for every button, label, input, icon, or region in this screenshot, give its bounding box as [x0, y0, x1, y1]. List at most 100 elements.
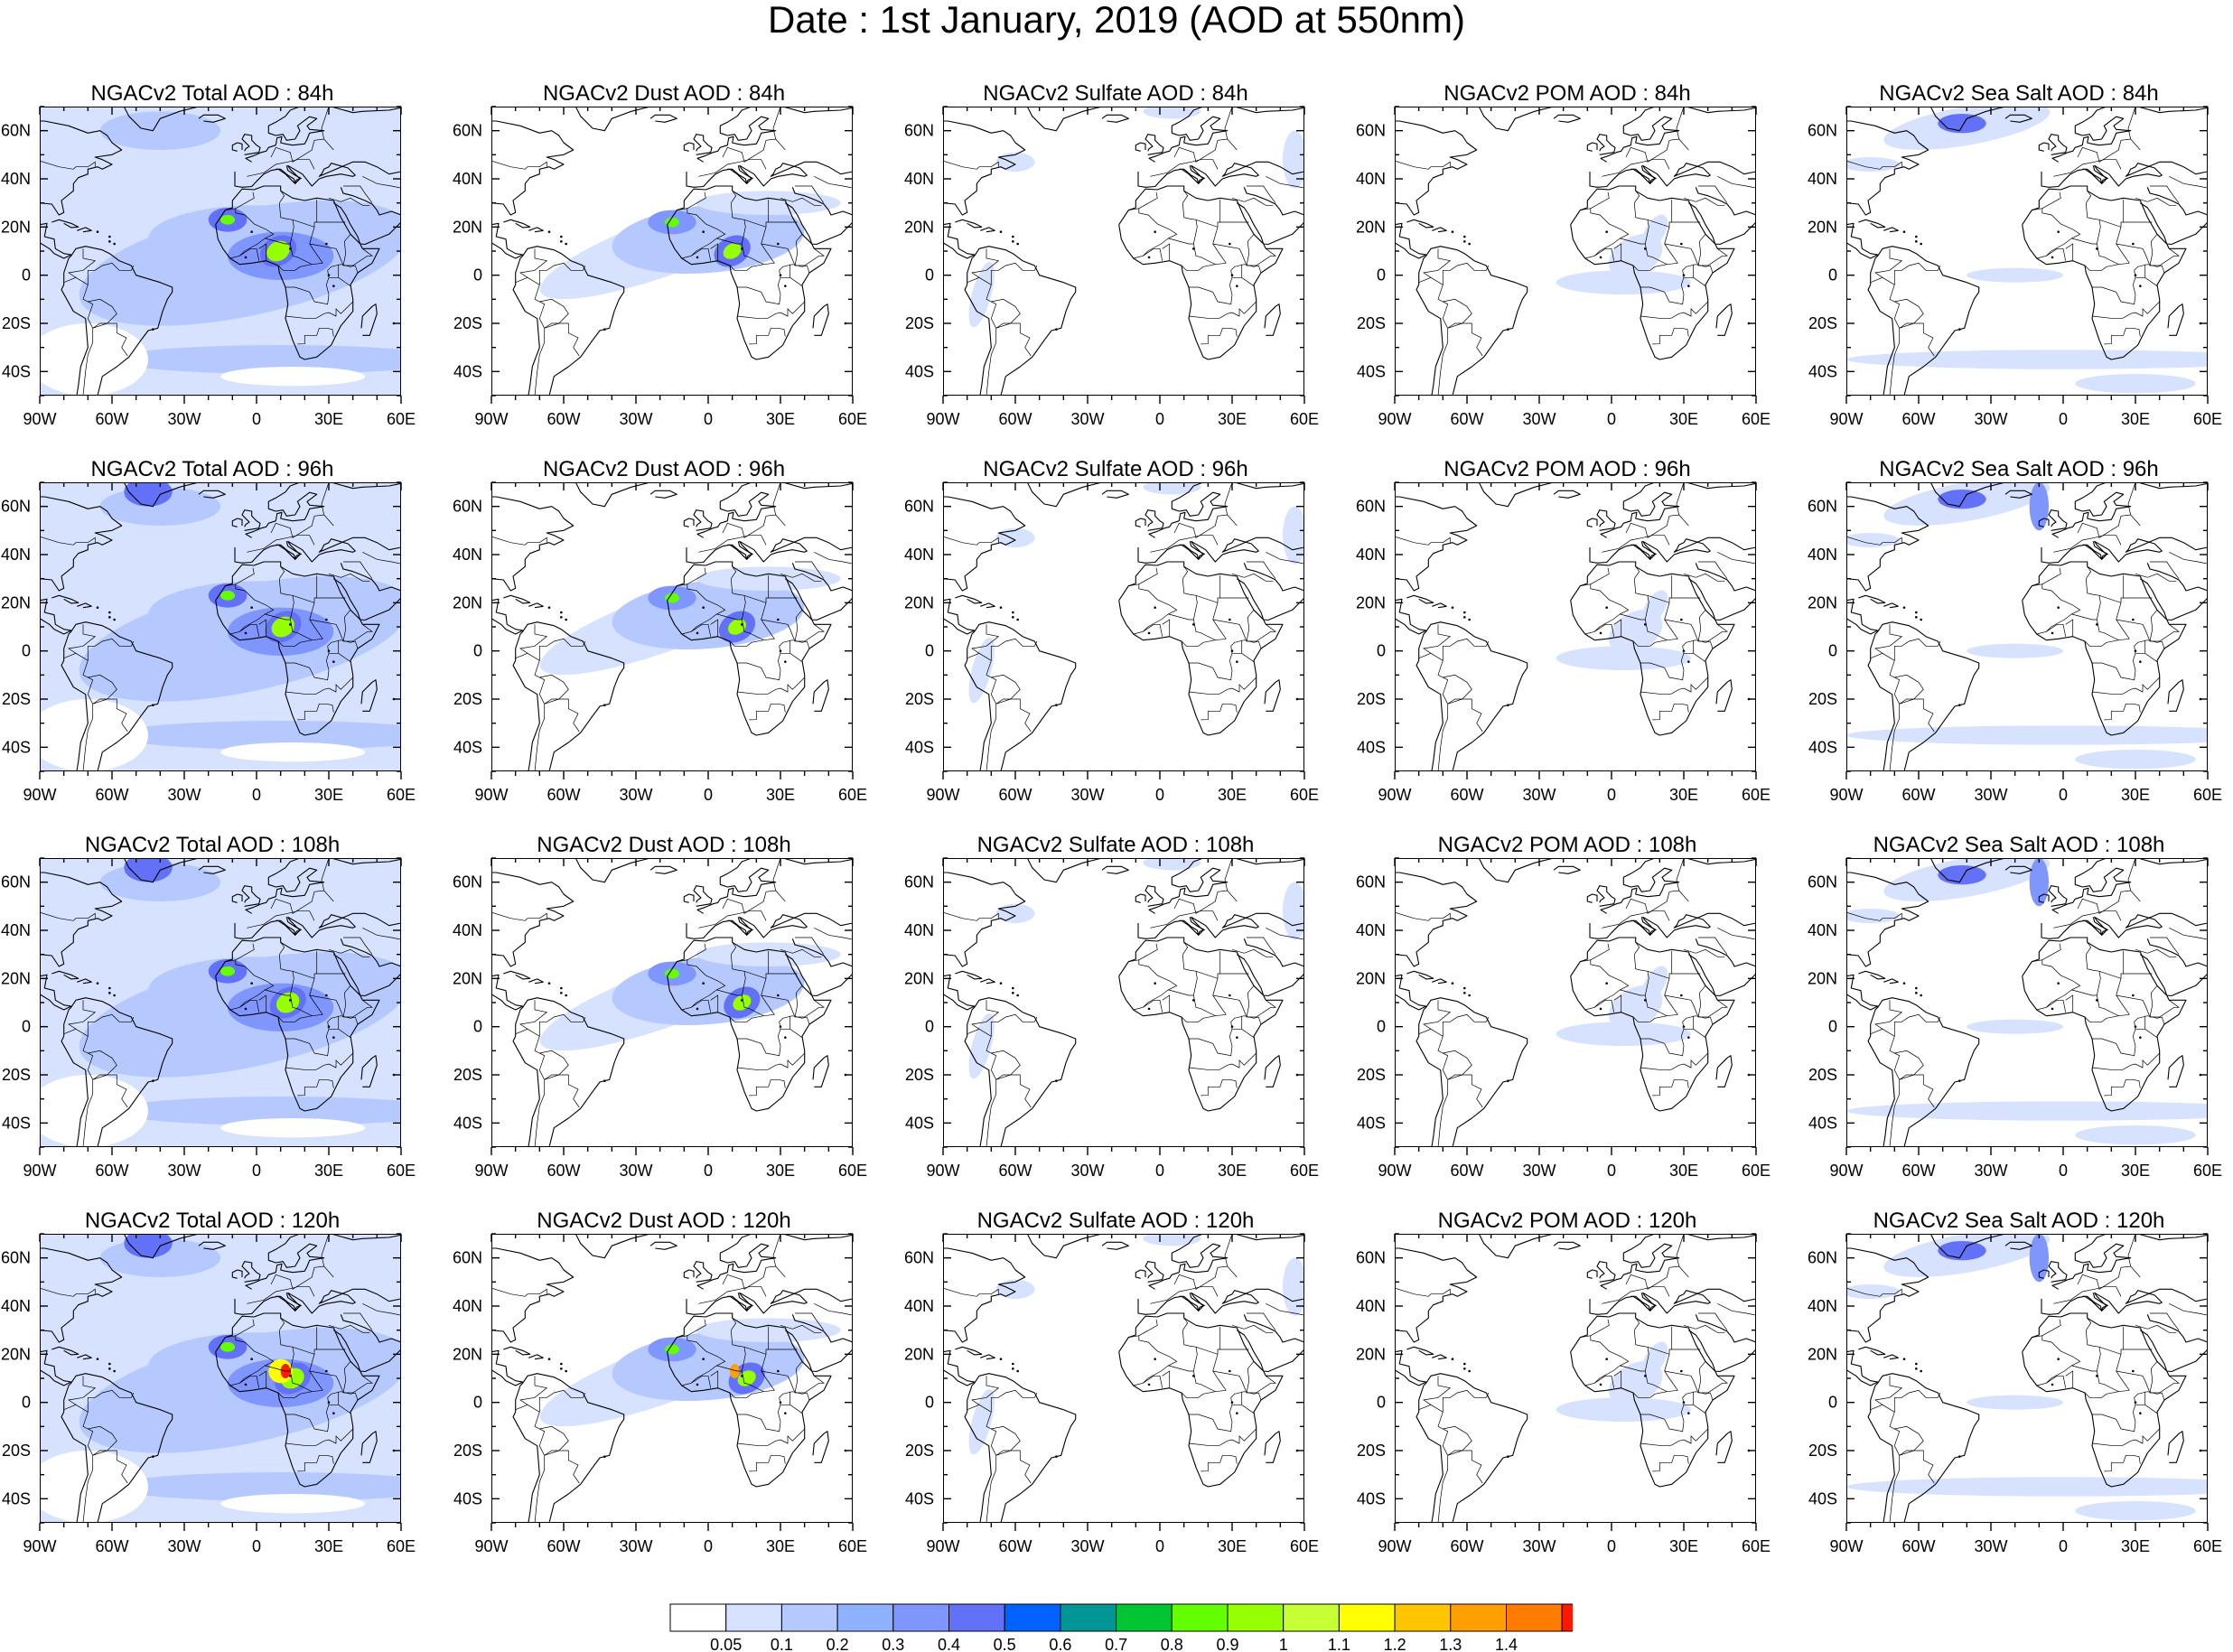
country-border	[1889, 1445, 1901, 1523]
coastline-europeNorth	[2051, 107, 2208, 163]
country-border	[1893, 301, 1901, 319]
country-border	[1247, 1376, 1277, 1394]
country-border	[943, 536, 999, 546]
country-border	[304, 1078, 334, 1088]
country-border	[1634, 942, 1640, 955]
country-border	[2071, 613, 2130, 641]
country-border	[2150, 1312, 2180, 1330]
axis-ticks	[942, 857, 1305, 1155]
country-border	[343, 1376, 374, 1394]
country-border	[795, 1312, 825, 1330]
map-panel: NGACv2 POM AOD : 108h 90W 60W 30W 0 30E 60E 60N…	[1355, 833, 1780, 1212]
country-border	[1266, 551, 1304, 565]
coastline-southAmerica	[1867, 246, 1980, 396]
coastline-cuba	[1858, 1346, 1886, 1356]
country-border	[986, 318, 997, 396]
coastline-italy	[276, 165, 302, 184]
country-border	[2096, 971, 2101, 996]
country-border	[321, 858, 330, 891]
island	[1920, 994, 1922, 997]
country-border	[1697, 234, 1706, 266]
coastlines	[491, 107, 853, 396]
country-border	[2036, 999, 2067, 1013]
country-border	[1644, 971, 1649, 996]
island	[1012, 992, 1014, 994]
coastline-europe	[2041, 912, 2208, 939]
coastline-madagascar	[360, 1431, 378, 1463]
country-border	[995, 698, 1011, 705]
colorbar-swatch	[669, 1603, 727, 1632]
island	[560, 235, 563, 238]
country-border	[995, 1074, 1011, 1080]
lon-tick-label: 0	[252, 410, 261, 428]
country-border	[1640, 677, 1708, 695]
coastline-hispaniola	[1432, 978, 1447, 985]
country-border	[1633, 199, 1673, 228]
country-borders	[491, 107, 853, 396]
country-border	[519, 1000, 548, 1030]
coastline-southAmerica	[1415, 246, 1528, 396]
country-border	[967, 1404, 992, 1413]
lat-tick-label: 40N	[1356, 921, 1386, 939]
country-border	[737, 264, 810, 305]
country-border	[2041, 943, 2061, 961]
country-border	[229, 623, 260, 637]
coastline-arabia	[332, 938, 401, 997]
island	[784, 660, 787, 663]
country-border	[2077, 890, 2141, 914]
coastline-hispaniola	[1883, 978, 1899, 985]
country-border	[1664, 1354, 1678, 1391]
island	[1680, 618, 1683, 621]
island	[1958, 1455, 1961, 1458]
country-border	[362, 175, 401, 189]
lon-tick-label: 60W	[1450, 410, 1483, 428]
coastline-ireland	[231, 142, 243, 152]
island	[560, 1362, 563, 1366]
lon-tick-label: 60E	[1742, 786, 1771, 804]
lon-tick-label: 90W	[23, 1537, 56, 1555]
island	[2096, 999, 2098, 1002]
lon-tick-label: 90W	[1829, 1162, 1863, 1180]
country-border	[534, 638, 586, 700]
country-border	[258, 243, 267, 261]
panel-title: NGACv2 Total AOD : 120h	[84, 1209, 341, 1233]
island	[1147, 1007, 1151, 1011]
country-border	[1133, 1375, 1163, 1388]
country-border	[82, 1013, 135, 1076]
island	[289, 999, 292, 1002]
country-border	[1717, 1302, 1756, 1316]
dust-aod-field	[539, 566, 841, 676]
lon-tick-label: 30W	[1522, 410, 1556, 428]
island	[2139, 1412, 2142, 1414]
country-border	[1212, 602, 1227, 639]
lat-tick-label: 40S	[453, 362, 482, 380]
island	[1902, 982, 1906, 985]
island	[741, 623, 743, 626]
country-border	[1870, 276, 1895, 285]
country-border	[1683, 197, 1725, 206]
coastline-iceland	[1101, 490, 1129, 499]
lon-tick-label: 0	[1155, 1162, 1164, 1180]
country-border	[677, 1335, 726, 1384]
axis-ticks	[39, 481, 402, 779]
country-border	[2053, 159, 2122, 177]
country-border	[1246, 985, 1255, 1018]
axis-ticks	[1845, 1233, 2209, 1531]
country-border	[2092, 1391, 2165, 1433]
country-border	[756, 1454, 786, 1464]
island	[547, 230, 551, 233]
coastline-africa	[1570, 561, 1735, 736]
island	[332, 1036, 335, 1039]
country-border	[722, 514, 786, 538]
coastline-southAmerica	[512, 997, 625, 1147]
island	[565, 1369, 567, 1373]
country-border	[1168, 613, 1227, 641]
island	[327, 274, 331, 276]
country-border	[1418, 1028, 1444, 1037]
island	[113, 242, 116, 246]
colorbar-swatch	[725, 1603, 782, 1632]
country-border	[995, 1074, 1032, 1108]
island	[96, 606, 99, 609]
island	[1915, 992, 1918, 994]
